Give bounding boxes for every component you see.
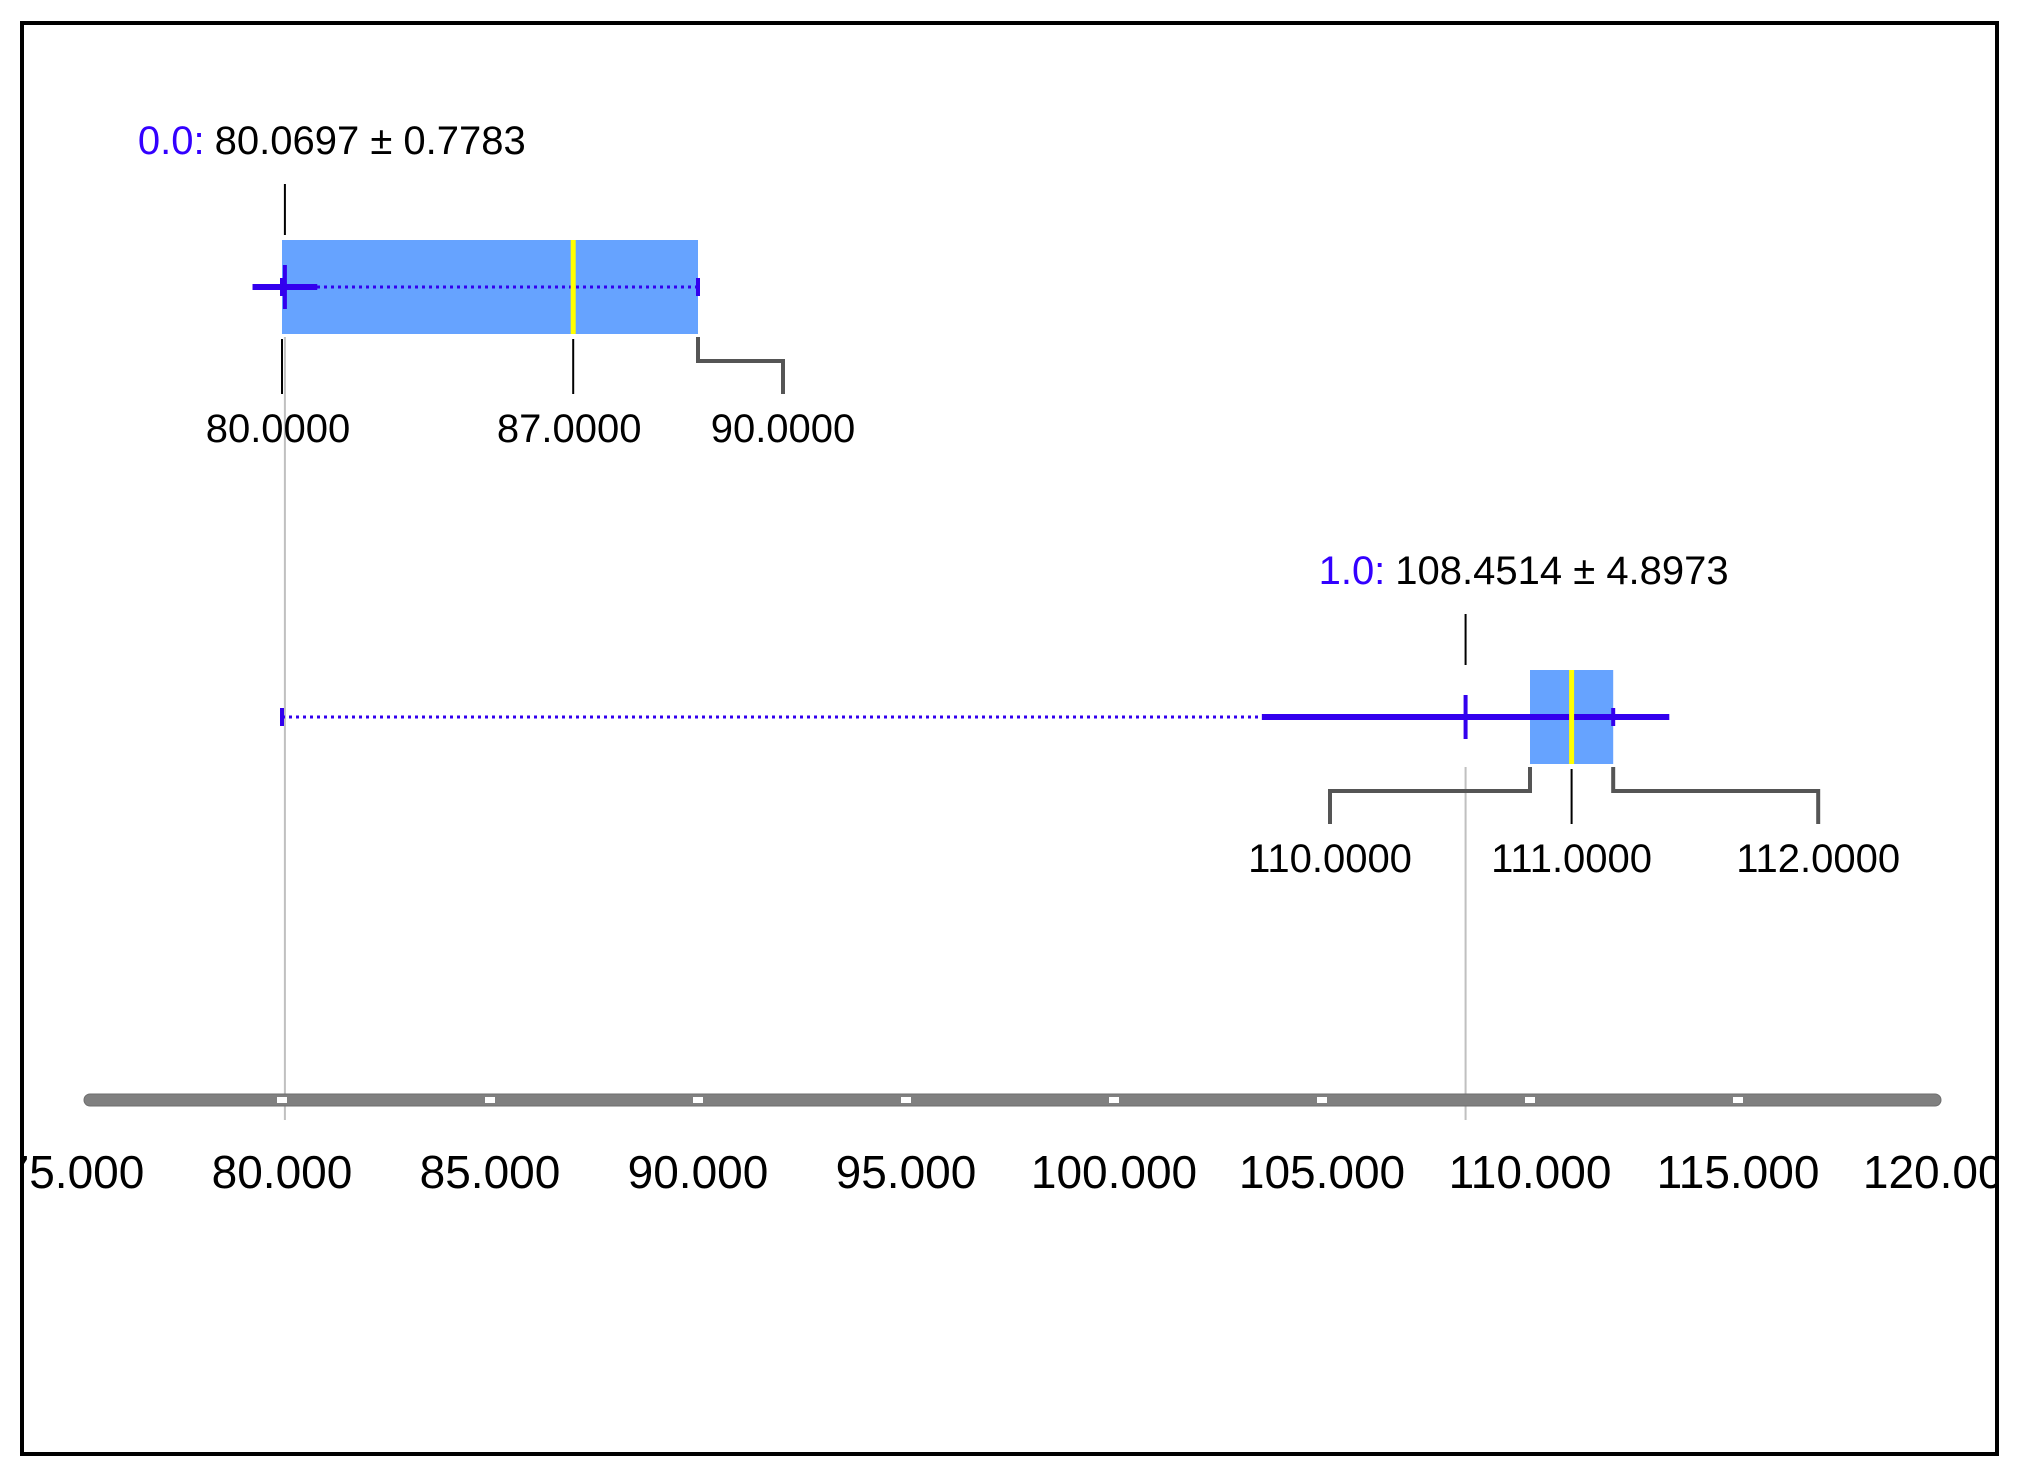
box-value-label: 112.0000 bbox=[1736, 837, 1900, 881]
box-value-label: 90.0000 bbox=[711, 407, 856, 451]
axis-tick-label: 85.000 bbox=[420, 1146, 561, 1198]
axis-tick-label: 100.000 bbox=[1031, 1146, 1197, 1198]
group-0: 0.0: 80.0697 ± 0.7783 80.0000 87.0000 90.000… bbox=[138, 119, 855, 451]
group-1: 1.0: 108.4514 ± 4.8973 110.0000 111.0000 112… bbox=[280, 549, 1900, 881]
axis-tick-mark bbox=[693, 1097, 703, 1103]
group-mean-sd: 108.4514 ± 4.8973 bbox=[1395, 549, 1728, 593]
axis-tick-mark bbox=[901, 1097, 911, 1103]
box bbox=[282, 240, 698, 334]
axis-tick-label: 90.000 bbox=[628, 1146, 769, 1198]
value-leader bbox=[696, 337, 785, 394]
group-summary-label: 1.0: 108.4514 ± 4.8973 bbox=[1319, 549, 1729, 593]
axis-tick-mark bbox=[277, 1097, 287, 1103]
axis-tick-label: 110.000 bbox=[1449, 1146, 1612, 1198]
axis-tick-label: 120.000 bbox=[1863, 1146, 2019, 1198]
value-leader bbox=[1611, 767, 1821, 824]
axis-tick-mark bbox=[485, 1097, 495, 1103]
group-label: 1.0: bbox=[1319, 549, 1386, 593]
box-value-label: 111.0000 bbox=[1491, 837, 1652, 881]
axis-tick-label: 80.000 bbox=[212, 1146, 353, 1198]
axis-tick-label: 105.000 bbox=[1239, 1146, 1405, 1198]
axis-tick-mark bbox=[1733, 1097, 1743, 1103]
axis-tick-label: 95.000 bbox=[836, 1146, 977, 1198]
axis-tick-mark bbox=[1525, 1097, 1535, 1103]
axis-tick-mark bbox=[1109, 1097, 1119, 1103]
group-summary-label: 0.0: 80.0697 ± 0.7783 bbox=[138, 119, 526, 163]
value-leader bbox=[1328, 767, 1532, 824]
box-value-label: 80.0000 bbox=[206, 407, 351, 451]
box-value-label: 87.0000 bbox=[497, 407, 642, 451]
axis-tick-label: 75.000 bbox=[4, 1146, 145, 1198]
axis-tick-labels: 75.000 80.000 85.000 90.000 95.000 100.000 105… bbox=[4, 1146, 2019, 1198]
axis-bar bbox=[83, 1093, 1942, 1107]
box-value-label: 110.0000 bbox=[1248, 837, 1412, 881]
group-label: 0.0: bbox=[138, 119, 205, 163]
axis-tick-label: 115.000 bbox=[1657, 1146, 1820, 1198]
axis-tick-mark bbox=[1317, 1097, 1327, 1103]
group-mean-sd: 80.0697 ± 0.7783 bbox=[215, 119, 526, 163]
